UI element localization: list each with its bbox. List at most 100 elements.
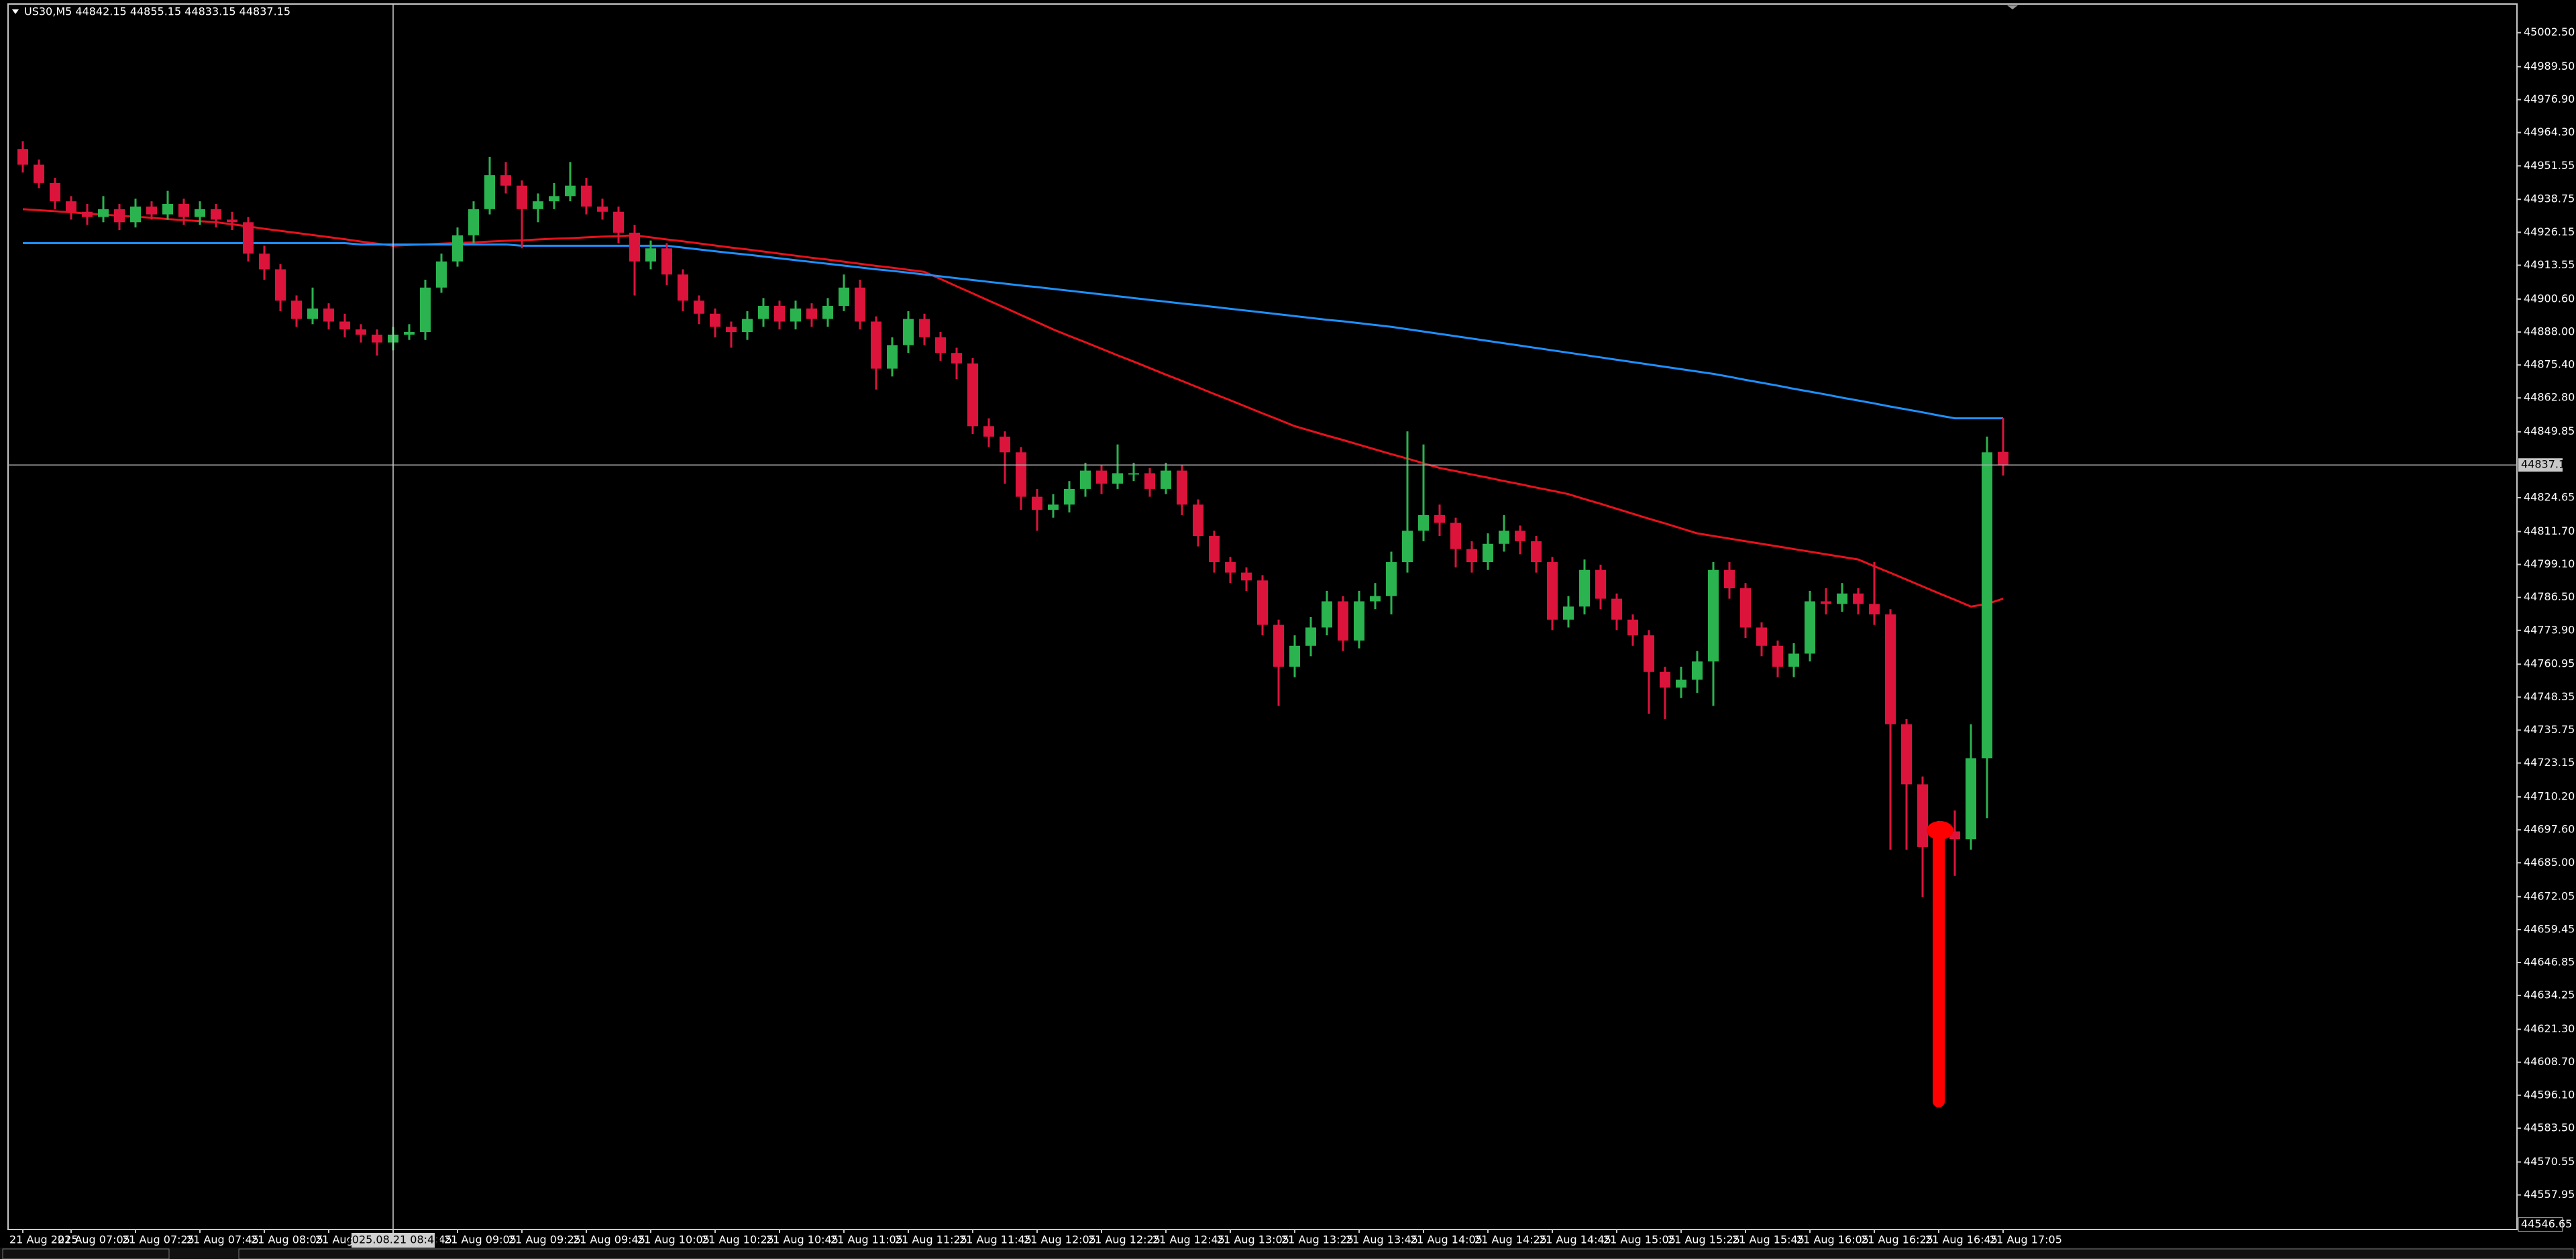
y-tick-label: 44900.60 [2524, 292, 2575, 305]
chart-tab[interactable] [2, 1248, 170, 1259]
y-tick-label: 44875.40 [2524, 358, 2575, 371]
y-tick-label: 44964.30 [2524, 125, 2575, 138]
candle-body [1563, 606, 1574, 620]
y-tick-label: 44621.30 [2524, 1022, 2575, 1035]
candle-body [1418, 514, 1429, 531]
candle-body [1016, 452, 1026, 497]
y-tick-label: 44672.05 [2524, 889, 2575, 902]
candle-body [581, 185, 592, 207]
y-tick-label: 44634.25 [2524, 989, 2575, 1001]
candle-body [420, 287, 431, 333]
x-tick-label: 21 Aug 15:45 [1732, 1234, 1805, 1246]
candle-body [1982, 452, 1992, 759]
crosshair-price: 44546.65 [2521, 1217, 2572, 1230]
candle-body [661, 248, 672, 275]
x-tick-label: 21 Aug 15:25 [1668, 1234, 1740, 1246]
candle-body [1611, 598, 1622, 620]
x-tick-label: 21 Aug 16:05 [1796, 1234, 1869, 1246]
x-tick-label: 21 Aug 16:25 [1861, 1234, 1933, 1246]
candle-body [1450, 523, 1461, 549]
crosshair-time-box [352, 1233, 435, 1248]
x-tick-label: 21 Aug 13:25 [1281, 1234, 1354, 1246]
candle-body [1305, 627, 1316, 646]
x-tick-label: 21 Aug 13:45 [1346, 1234, 1418, 1246]
bid-label: 44837.15 [2521, 458, 2572, 471]
shift-marker[interactable] [2007, 5, 2018, 9]
candle-body [195, 209, 205, 217]
y-tick-label: 44596.10 [2524, 1088, 2575, 1101]
candle-body [1000, 436, 1010, 453]
candle-body [1177, 470, 1187, 505]
candle-body [1579, 569, 1590, 607]
x-tick-label: 21 Aug 12:25 [1088, 1234, 1161, 1246]
candle-body [871, 321, 881, 369]
candle-body [17, 149, 28, 165]
candle-body [1257, 580, 1268, 625]
y-tick-label: 44799.10 [2524, 557, 2575, 570]
x-tick-label: 21 Aug 07:45 [186, 1234, 259, 1246]
y-tick-label: 44760.95 [2524, 657, 2575, 670]
y-tick-label: 44685.00 [2524, 856, 2575, 869]
candle-body [1064, 488, 1075, 505]
tab-bar [0, 1248, 2576, 1259]
candle-body [1434, 514, 1445, 523]
candle-body [1128, 473, 1139, 475]
candle-body [1402, 531, 1413, 563]
candle-body [1627, 619, 1638, 636]
y-tick-label: 44862.80 [2524, 391, 2575, 404]
candle-body [339, 321, 350, 330]
candle-body [1917, 784, 1928, 847]
x-tick-label: 21 Aug 10:45 [766, 1234, 839, 1246]
y-tick-label: 44926.15 [2524, 225, 2575, 238]
candle-body [275, 269, 286, 301]
candle-body [822, 306, 833, 319]
y-tick-label: 44557.95 [2524, 1188, 2575, 1201]
candle-body [645, 248, 656, 262]
candle-body [1289, 645, 1300, 667]
x-tick-label: 21 Aug 07:05 [58, 1234, 130, 1246]
y-tick-label: 44938.75 [2524, 193, 2575, 205]
candle-body [1112, 473, 1123, 484]
x-tick-label: 21 Aug 2025 [9, 1234, 78, 1246]
y-tick-label: 44659.45 [2524, 922, 2575, 935]
candle-body [500, 175, 511, 186]
candle-body [323, 308, 334, 322]
candle-body [1161, 470, 1171, 489]
candle-body [1483, 543, 1493, 563]
candle-body [758, 306, 769, 319]
candle-body [1273, 624, 1284, 667]
y-tick-label: 44786.50 [2524, 590, 2575, 603]
candle-body [855, 287, 865, 322]
candle-body [114, 209, 125, 223]
y-tick-label: 44697.60 [2524, 823, 2575, 836]
candle-body [1048, 504, 1059, 510]
candle-body [726, 327, 737, 333]
candle-body [1740, 588, 1751, 628]
candle-body [597, 206, 608, 212]
candle-body [1821, 601, 1831, 604]
candle-body [372, 334, 382, 343]
candle-body [259, 254, 270, 270]
candle-body [951, 353, 962, 364]
candle-body [34, 164, 44, 183]
y-tick-label: 44811.70 [2524, 525, 2575, 537]
chart-tab[interactable] [238, 1248, 2574, 1259]
candle-body [1531, 541, 1542, 563]
x-tick-label: 21 Aug 11:45 [959, 1234, 1032, 1246]
symbol-menu-icon[interactable] [12, 9, 19, 14]
candle-body [1837, 593, 1847, 604]
candle-body [710, 313, 720, 327]
candle-body [1547, 562, 1558, 620]
candle-body [887, 345, 898, 369]
y-tick-label: 44570.55 [2524, 1155, 2575, 1168]
candle-body [1724, 569, 1735, 589]
candle-body [935, 337, 946, 353]
y-tick-label: 44773.90 [2524, 623, 2575, 636]
x-tick-label: 21 Aug 12:05 [1024, 1234, 1096, 1246]
candle-body [307, 308, 318, 319]
y-tick-label: 44583.50 [2524, 1121, 2575, 1134]
x-tick-label: 21 Aug 14:45 [1539, 1234, 1611, 1246]
candle-body [146, 206, 157, 215]
candle-body [82, 211, 93, 217]
x-tick-label: 21 Aug 09:05 [444, 1234, 517, 1246]
